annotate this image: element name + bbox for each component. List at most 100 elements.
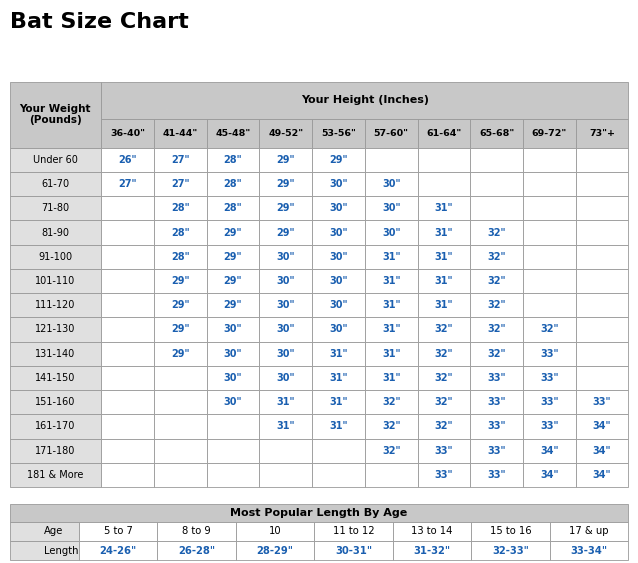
Bar [550,541,628,560]
Text: 33": 33" [434,470,453,480]
Bar [312,463,365,487]
Bar [575,293,628,318]
Bar [312,293,365,318]
Text: 141-150: 141-150 [35,373,75,383]
Bar [154,245,207,269]
Bar [523,220,575,245]
Bar [575,172,628,196]
Bar [158,541,236,560]
Bar [207,342,259,366]
Text: 32": 32" [487,300,506,310]
Text: 31": 31" [434,227,453,238]
Text: 30": 30" [224,397,242,407]
Text: 32": 32" [434,373,453,383]
Bar [523,293,575,318]
Bar [10,148,101,172]
Text: 31": 31" [382,373,401,383]
Bar [236,541,315,560]
Bar [259,463,312,487]
Bar [470,148,523,172]
Bar [312,220,365,245]
Text: 30": 30" [382,227,401,238]
Text: 31": 31" [382,276,401,286]
Text: 32": 32" [382,397,401,407]
Text: 33": 33" [434,446,453,455]
Bar [470,245,523,269]
Bar [417,342,470,366]
Text: 32": 32" [434,324,453,334]
Bar [312,414,365,439]
Text: 28-29": 28-29" [256,546,293,556]
Bar [417,269,470,293]
Text: 32": 32" [382,422,401,431]
Bar [470,366,523,390]
Bar [79,541,158,560]
Bar [365,439,417,463]
Text: 30": 30" [329,252,348,262]
Bar [417,318,470,342]
Bar [101,366,154,390]
Bar [236,522,315,541]
Bar [207,293,259,318]
Text: 34": 34" [593,470,611,480]
Text: 34": 34" [540,470,559,480]
Text: 11 to 12: 11 to 12 [333,526,375,537]
Bar [365,366,417,390]
Bar [523,342,575,366]
Text: 73"+: 73"+ [589,129,615,138]
Text: 29": 29" [276,179,295,189]
Text: 131-140: 131-140 [35,348,75,359]
Text: 28": 28" [224,179,242,189]
Text: 28": 28" [171,252,189,262]
Bar [154,148,207,172]
Text: 32-33": 32-33" [493,546,529,556]
Text: 29": 29" [224,300,242,310]
Bar [10,196,101,220]
Bar [470,439,523,463]
Text: 28": 28" [171,203,189,213]
Text: 81-90: 81-90 [41,227,70,238]
Bar [154,318,207,342]
Bar [207,119,259,148]
Text: 29": 29" [224,252,242,262]
Bar [259,366,312,390]
Bar [365,269,417,293]
Text: Length: Length [44,546,78,556]
Bar [101,82,628,119]
Text: 32": 32" [382,446,401,455]
Bar [10,463,101,487]
Text: 61-70: 61-70 [41,179,70,189]
Text: 26": 26" [118,155,137,165]
Bar [523,148,575,172]
Text: 29": 29" [224,227,242,238]
Text: 32": 32" [487,252,506,262]
Text: 30": 30" [276,300,295,310]
Bar [101,414,154,439]
Bar [207,245,259,269]
Bar [259,269,312,293]
Text: 29": 29" [276,155,295,165]
Bar [101,293,154,318]
Bar [101,269,154,293]
Bar [417,220,470,245]
Bar [154,119,207,148]
Bar [259,390,312,414]
Bar [575,269,628,293]
Text: 30": 30" [276,373,295,383]
Text: 13 to 14: 13 to 14 [412,526,453,537]
Bar [471,541,550,560]
Bar [470,414,523,439]
Bar [10,439,101,463]
Bar [575,390,628,414]
Bar [154,269,207,293]
Bar [101,220,154,245]
Text: 31": 31" [382,324,401,334]
Bar [575,318,628,342]
Bar [417,366,470,390]
Bar [575,439,628,463]
Text: 49-52": 49-52" [268,129,303,138]
Text: 33": 33" [540,373,559,383]
Bar [10,541,79,560]
Bar [10,522,79,541]
Text: 30": 30" [382,179,401,189]
